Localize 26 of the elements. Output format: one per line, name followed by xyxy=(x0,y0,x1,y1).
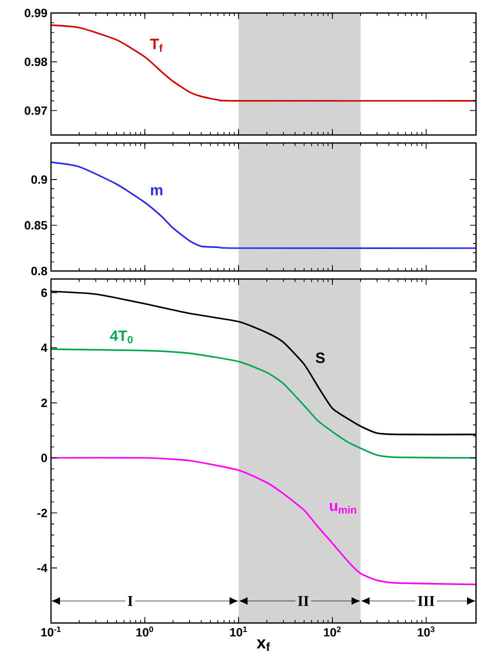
x-tick-label: 10$^{2}$ xyxy=(324,626,341,637)
y-tick-label: 0 xyxy=(41,454,47,462)
x-tick-label: 10$^{-1}$ xyxy=(41,626,61,636)
annotation: I xyxy=(128,596,133,606)
series-label: m xyxy=(150,187,162,196)
y-tick-label: 0.9 xyxy=(31,175,48,184)
x-tick-label: 10$^{0}$ xyxy=(136,626,154,637)
series-label: S xyxy=(316,352,325,364)
x-tick-label: 10$^{1}$ xyxy=(230,626,247,636)
y-tick-label: 0.8 xyxy=(31,266,48,276)
y-tick-label: -4 xyxy=(37,564,48,572)
series-label: 4T$_{0}$ xyxy=(110,330,133,344)
y-tick-label: 2 xyxy=(41,398,47,408)
series-label: u$_{min}$ xyxy=(330,502,356,514)
y-tick-label: 4 xyxy=(41,344,48,352)
y-tick-label: 0.97 xyxy=(24,106,47,115)
annotation: III xyxy=(418,596,434,606)
y-tick-label: 6 xyxy=(41,288,48,297)
annotation: II xyxy=(298,596,309,606)
y-tick-label: -2 xyxy=(37,508,47,518)
x-tick-label: 10$^{3}$ xyxy=(418,626,434,637)
y-tick-label: 0.85 xyxy=(24,221,48,230)
y-tick-label: 0.99 xyxy=(24,8,48,18)
y-tick-label: 0.98 xyxy=(24,58,48,66)
x-axis-title: x$_{f}$ xyxy=(256,639,270,651)
series-label: T$_{f}$ xyxy=(150,38,163,52)
